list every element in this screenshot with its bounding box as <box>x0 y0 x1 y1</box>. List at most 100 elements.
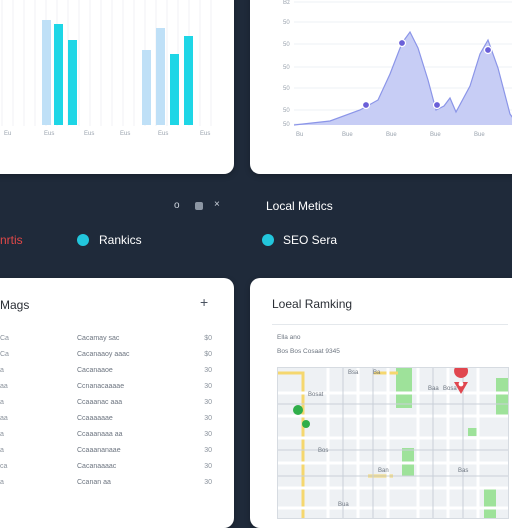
list-item-name[interactable]: Cacanaaoy aaac <box>77 351 130 358</box>
list-item-name[interactable]: Ccnanacaaaae <box>77 383 125 390</box>
bar <box>68 40 77 125</box>
list-item-label: a <box>0 447 4 454</box>
map-place-label: Bua <box>338 502 349 508</box>
list-item-name[interactable]: Cacanaaoe <box>77 367 113 374</box>
y-tick-label: 50 <box>283 42 290 48</box>
list-item-value: 30 <box>204 463 212 470</box>
x-tick-label: Bue <box>430 132 441 138</box>
x-tick-label: Bu <box>296 132 303 138</box>
map-place-label: Ba <box>373 370 381 376</box>
area-series-fill <box>294 32 512 125</box>
location-pin-icon[interactable] <box>454 368 469 378</box>
area-series-line <box>293 30 512 126</box>
map-canvas[interactable] <box>278 368 508 518</box>
location-pin-icon <box>458 381 464 387</box>
list-item-value: 30 <box>204 431 212 438</box>
seo-tab-label[interactable]: SEO Sera <box>283 233 338 247</box>
list-item-label: ca <box>0 463 8 470</box>
x-tick-label: Bue <box>474 132 485 138</box>
list-item-label: Ca <box>0 335 9 342</box>
add-icon[interactable]: + <box>200 294 209 310</box>
metrics-tab-label[interactable]: nrtis <box>0 233 23 247</box>
bar <box>42 20 51 125</box>
map-view[interactable]: Bsa Ba Baa Bosa Bosat Bos Ban Bas Bua <box>277 367 509 519</box>
list-item-label: a <box>0 367 4 374</box>
rankings-tab-icon <box>77 234 89 246</box>
list-card-title: Mags <box>0 298 30 312</box>
location-pin-icon <box>454 382 468 394</box>
bar-chart: Eu Eus Eus Eus Eus Eus <box>1 0 212 137</box>
list-item-value: 30 <box>204 367 212 374</box>
list-item-name[interactable]: Ccaaaaaae <box>77 415 113 422</box>
list-item-value: $0 <box>204 335 212 342</box>
y-tick-label: Bz <box>283 0 290 6</box>
x-tick-label: Eus <box>158 131 168 137</box>
x-tick-label: Bue <box>386 132 397 138</box>
data-point[interactable] <box>397 38 407 48</box>
data-point[interactable] <box>483 45 493 55</box>
map-place-label: Bosat <box>308 392 324 398</box>
map-place-label: Bsa <box>348 370 359 376</box>
data-point[interactable] <box>361 100 371 110</box>
park-area <box>468 428 478 436</box>
list-card: Mags + Ca Cacamay sac $0 Ca Cacanaaoy aaac $0… <box>0 278 234 528</box>
map-place-label: Baa <box>428 386 439 392</box>
y-tick-label: 50 <box>283 65 290 71</box>
road-grid <box>278 368 508 518</box>
bar <box>142 50 151 125</box>
rankings-tab-label[interactable]: Rankics <box>99 233 142 247</box>
close-icon[interactable]: × <box>214 199 220 210</box>
x-tick-label: Eu <box>4 131 11 137</box>
y-tick-label: 50 <box>283 108 290 114</box>
list-item-name[interactable]: Ccaaanaaa aa <box>77 431 123 438</box>
x-tick-label: Eus <box>200 131 210 137</box>
y-tick-label: 50 <box>283 20 290 26</box>
list-item-value: 30 <box>204 399 212 406</box>
bar <box>156 28 165 125</box>
list-item-label: Ca <box>0 351 9 358</box>
list-item-name[interactable]: Cacanaaaac <box>77 463 117 470</box>
map-card: Loeal Ramking Ella ano Bos Bos Cosaat 93… <box>250 278 512 528</box>
list-item-label: aa <box>0 383 8 390</box>
map-place-label: Bos <box>318 448 329 454</box>
list-item-label: a <box>0 399 4 406</box>
bar <box>170 54 179 125</box>
park-area <box>496 378 508 416</box>
list-item-label: a <box>0 479 4 486</box>
list-item-name[interactable]: Ccanan aa <box>77 479 111 486</box>
data-point[interactable] <box>432 100 442 110</box>
highway <box>278 371 305 518</box>
map-place-label: Bas <box>458 468 469 474</box>
x-tick-label: Bue <box>342 132 353 138</box>
list-item-name[interactable]: Ccaaananaae <box>77 447 121 454</box>
business-marker-icon[interactable] <box>293 405 303 415</box>
list-item-name[interactable]: Ccaaanac aaa <box>77 399 123 406</box>
section-heading: Local Metics <box>266 199 333 213</box>
list-item-value: 30 <box>204 479 212 486</box>
y-tick-label: 50 <box>283 122 290 128</box>
x-tick-label: Eus <box>84 131 94 137</box>
minor-roads <box>278 368 508 518</box>
x-tick-label: Eus <box>44 131 54 137</box>
square-icon[interactable] <box>195 202 203 210</box>
map-card-title: Loeal Ramking <box>272 297 353 311</box>
list-item-label: aa <box>0 415 8 422</box>
list-item-value: 30 <box>204 447 212 454</box>
map-crumb-area[interactable]: Ella ano <box>277 334 301 341</box>
x-tick-label: Eus <box>120 131 130 137</box>
seo-tab-icon <box>262 234 274 246</box>
bar-chart-card: Eu Eus Eus Eus Eus Eus <box>0 0 234 174</box>
y-tick-label: 50 <box>283 86 290 92</box>
bar <box>184 36 193 125</box>
park-area <box>484 488 496 518</box>
list-item-name[interactable]: Cacamay sac <box>77 335 120 342</box>
park-area <box>396 368 412 408</box>
map-crumb-address[interactable]: Bos Bos Cosaat 9345 <box>277 348 340 355</box>
map-place-label: Ban <box>378 468 389 474</box>
business-marker-icon[interactable] <box>302 420 310 428</box>
bar <box>54 24 63 125</box>
divider <box>272 324 508 325</box>
circle-icon[interactable]: o <box>174 200 180 211</box>
